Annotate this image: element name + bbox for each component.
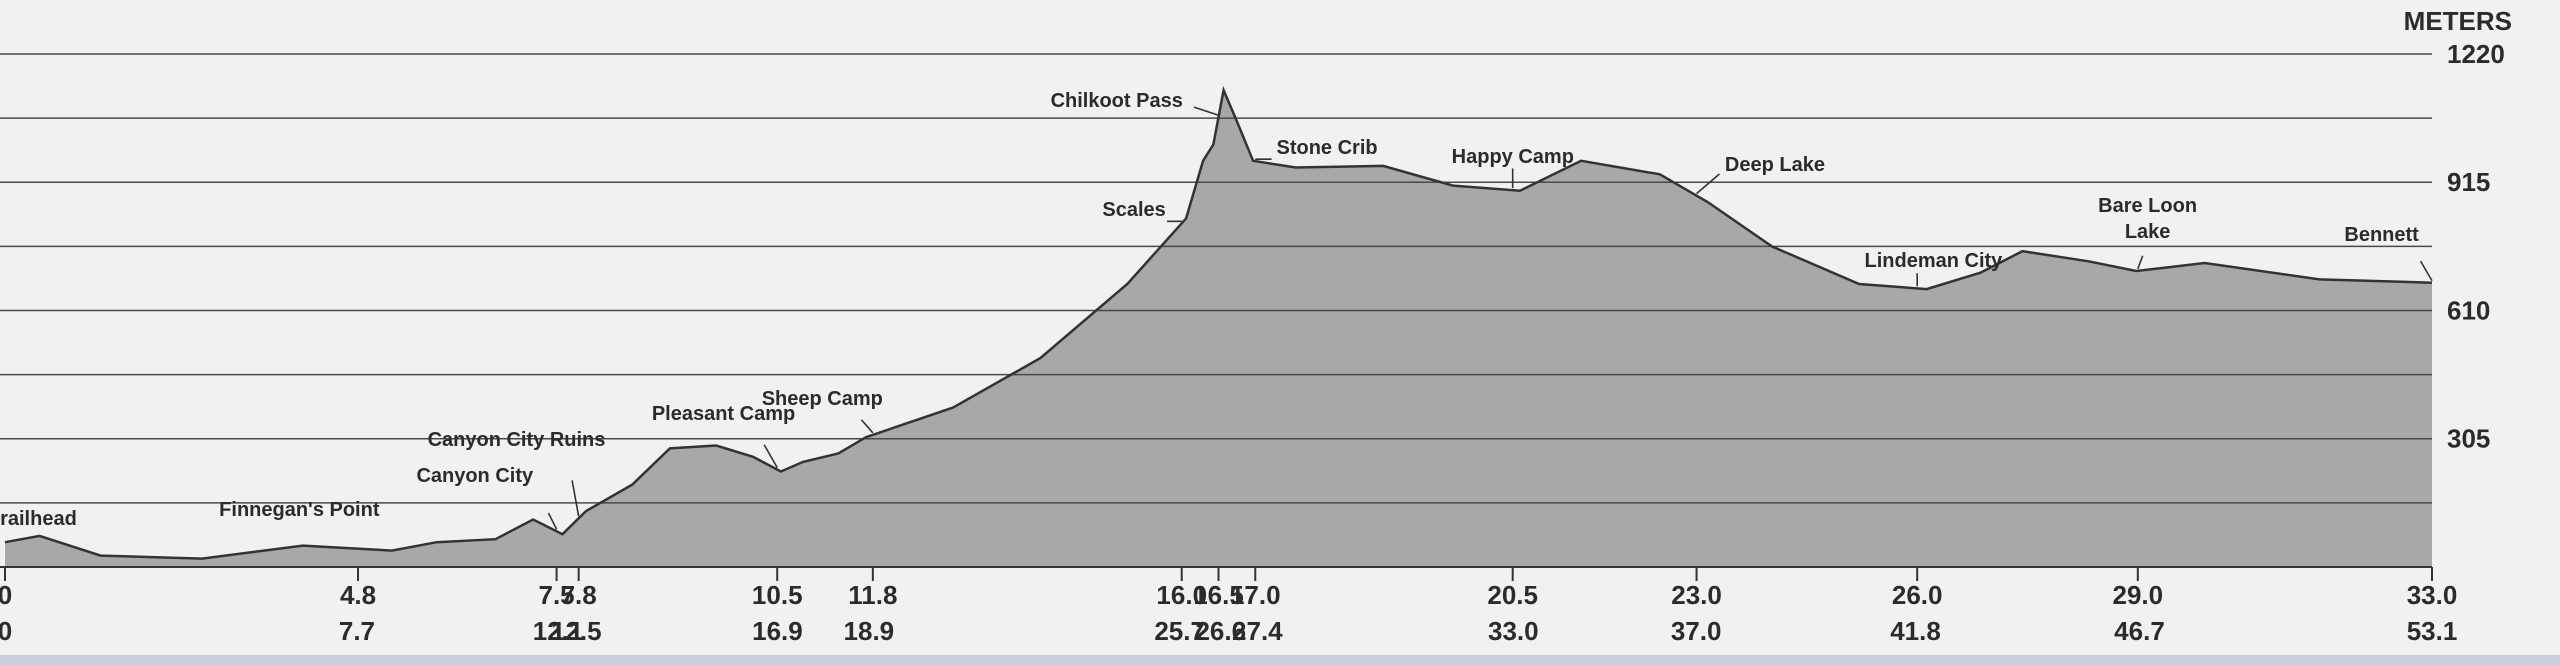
x2-tick-label: 53.1: [2407, 616, 2458, 646]
x-tick-label: 23.0: [1671, 580, 1722, 610]
landmark-label: Pleasant Camp: [651, 403, 796, 426]
profile-area: [5, 90, 2432, 567]
landmark-label: Bare Loon Lake: [2098, 194, 2198, 243]
x2-tick-label: 26.6: [1195, 616, 1246, 646]
landmark-label: Canyon City Ruins: [427, 428, 606, 451]
x2-tick-label: 41.8: [1890, 616, 1941, 646]
x-tick-label: 7.5: [539, 580, 575, 610]
y-tick-label: 610: [2447, 295, 2490, 325]
landmark-label: Bennett: [2344, 224, 2419, 247]
y-tick-label: 1220: [2447, 39, 2505, 69]
leader-line: [1193, 106, 1219, 117]
landmark-label: Lindeman City: [1864, 249, 2003, 272]
x-tick-label: 11.8: [848, 580, 897, 610]
x2-tick-label: 18.9: [844, 616, 895, 646]
x2-tick-label: 25.7: [1154, 616, 1205, 646]
x-tick-label: 16.5: [1193, 580, 1244, 610]
x-tick-label: 17.0: [1230, 580, 1281, 610]
landmark-label: railhead: [0, 508, 77, 531]
landmark-label: Happy Camp: [1451, 146, 1574, 169]
profile-line: [4, 85, 2433, 560]
leader-line: [763, 444, 778, 469]
x-tick-label: 10.5: [752, 580, 803, 610]
x2-tick-label: 0: [0, 616, 12, 646]
landmark-label: Finnegan's Point: [219, 499, 380, 522]
leader-line: [2137, 255, 2144, 270]
x-tick-label: 16.0: [1156, 580, 1207, 610]
leader-line: [1696, 173, 1720, 195]
x2-tick-label: 46.7: [2114, 616, 2165, 646]
x-tick-label: 4.8: [340, 580, 376, 610]
page-edge: [0, 655, 2560, 665]
x-tick-label: 33.0: [2407, 580, 2458, 610]
landmark-label: Canyon City: [416, 464, 534, 487]
y-axis-label: METERS: [2404, 6, 2512, 36]
landmark-label: Sheep Camp: [761, 387, 883, 410]
landmark-label: Chilkoot Pass: [1050, 89, 1183, 112]
x2-tick-label: 37.0: [1671, 616, 1722, 646]
leader-line: [571, 480, 580, 517]
x-tick-label: 7.8: [561, 580, 597, 610]
x2-tick-label: 12.1: [533, 616, 584, 646]
x2-tick-label: 7.7: [339, 616, 375, 646]
landmark-label: Stone Crib: [1276, 137, 1378, 160]
x-tick-label: 0: [0, 580, 12, 610]
x2-tick-label: 27.4: [1232, 616, 1283, 646]
x2-tick-label: 12.5: [551, 616, 602, 646]
x-tick-label: 29.0: [2113, 580, 2164, 610]
leader-line: [2419, 260, 2433, 282]
leader-line: [860, 419, 874, 434]
leader-line: [547, 512, 558, 530]
landmark-label: Deep Lake: [1724, 153, 1825, 176]
y-tick-label: 305: [2447, 424, 2490, 454]
landmark-label: Scales: [1102, 199, 1166, 222]
y-tick-label: 915: [2447, 167, 2490, 197]
x-tick-label: 20.5: [1487, 580, 1538, 610]
x2-tick-label: 33.0: [1488, 616, 1539, 646]
x-tick-label: 26.0: [1892, 580, 1943, 610]
x2-tick-label: 16.9: [752, 616, 803, 646]
